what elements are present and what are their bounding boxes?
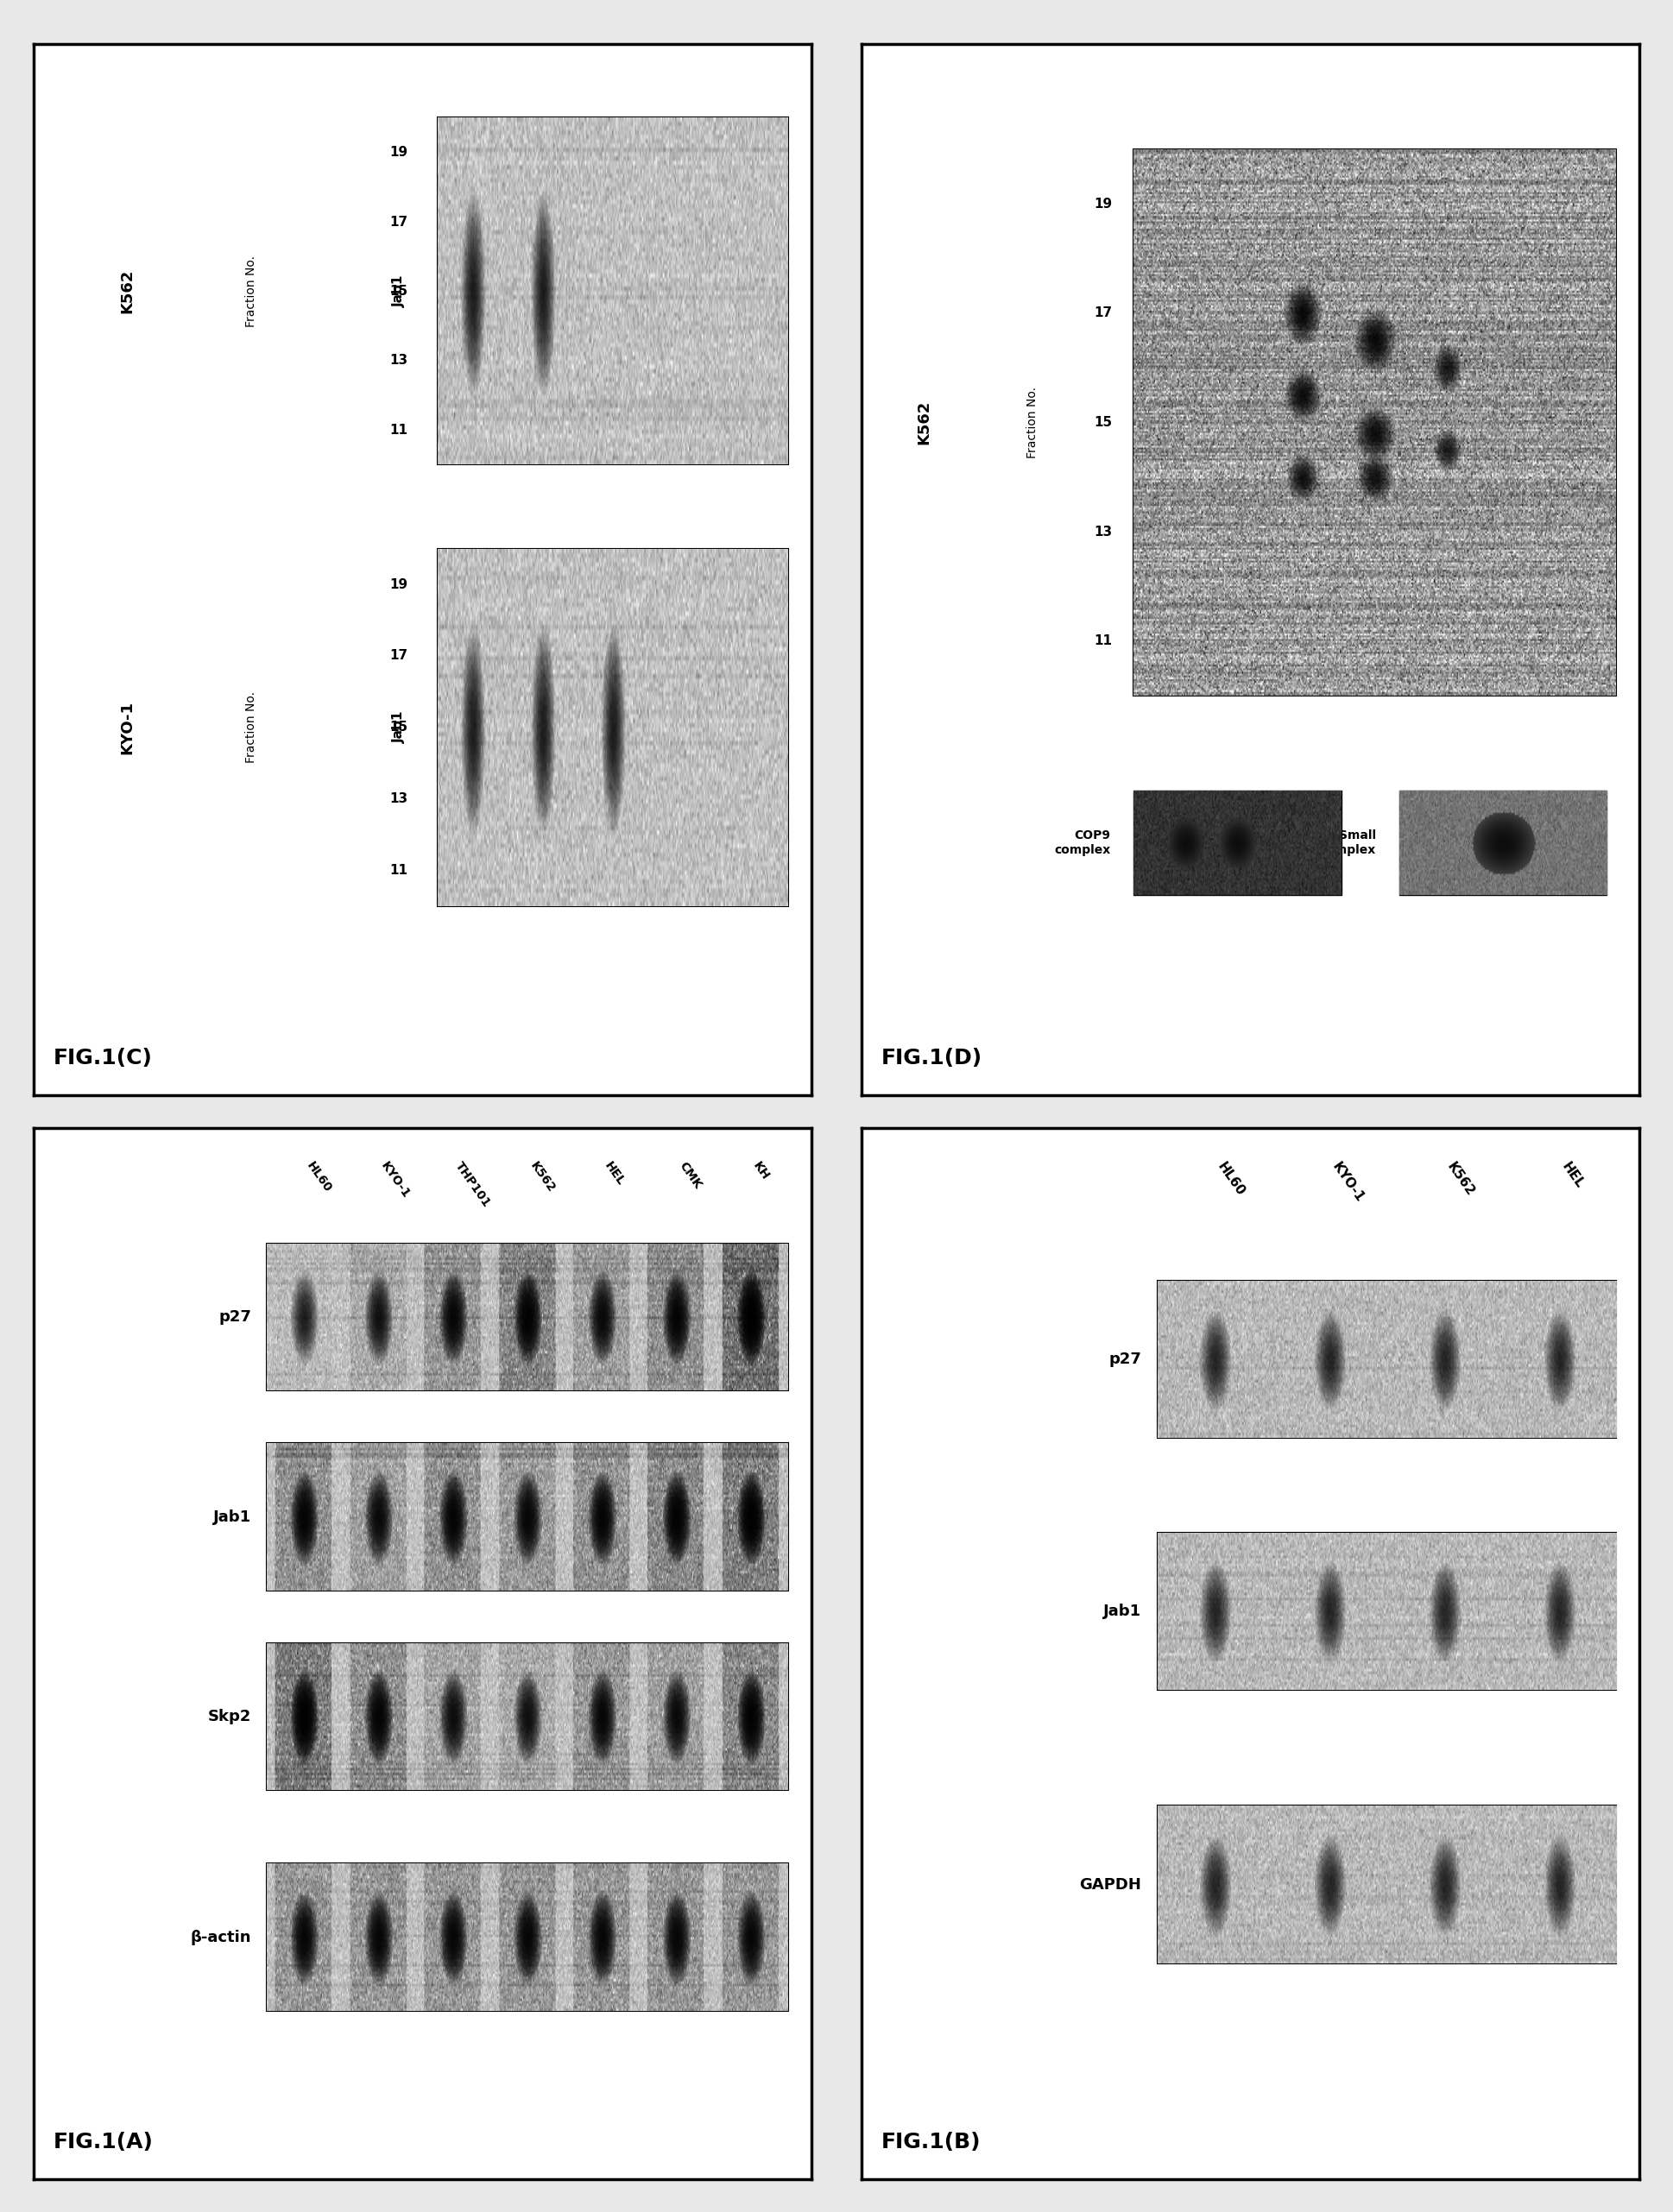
Text: Jab1: Jab1 — [393, 710, 405, 743]
Text: CMK: CMK — [676, 1159, 703, 1190]
Text: Fraction No.: Fraction No. — [246, 254, 258, 327]
Text: FIG.1(A): FIG.1(A) — [54, 2132, 152, 2152]
Text: 17: 17 — [1094, 307, 1113, 321]
Text: GAPDH: GAPDH — [1079, 1876, 1141, 1893]
Text: 13: 13 — [1094, 524, 1113, 538]
Text: 11: 11 — [390, 422, 408, 436]
Text: HL60: HL60 — [304, 1159, 333, 1194]
Text: KYO-1: KYO-1 — [119, 701, 134, 754]
Text: K562: K562 — [527, 1159, 557, 1194]
Text: KYO-1: KYO-1 — [378, 1159, 412, 1201]
Text: 13: 13 — [390, 792, 408, 805]
Text: Jab1: Jab1 — [212, 1509, 251, 1524]
Text: HEL: HEL — [602, 1159, 627, 1188]
Text: K562: K562 — [1444, 1159, 1476, 1199]
Text: 11: 11 — [390, 863, 408, 876]
Text: 11: 11 — [1094, 635, 1113, 648]
Text: KYO-1: KYO-1 — [1330, 1159, 1365, 1203]
Text: Skp2: Skp2 — [207, 1708, 251, 1725]
Text: 15: 15 — [390, 721, 408, 734]
Text: Jab1: Jab1 — [1104, 1604, 1141, 1619]
Text: 17: 17 — [390, 215, 408, 228]
Text: 15: 15 — [1094, 416, 1113, 429]
Text: FIG.1(D): FIG.1(D) — [882, 1048, 982, 1068]
Text: 15: 15 — [390, 285, 408, 299]
Text: KH: KH — [751, 1159, 771, 1183]
Text: p27: p27 — [219, 1310, 251, 1325]
Text: FIG.1(B): FIG.1(B) — [882, 2132, 980, 2152]
Text: K562: K562 — [119, 270, 134, 314]
Text: 19: 19 — [390, 577, 408, 591]
Text: Fraction No.: Fraction No. — [246, 692, 258, 763]
Text: HL60: HL60 — [1215, 1159, 1246, 1199]
Text: HEL: HEL — [1559, 1159, 1586, 1190]
Text: K562: K562 — [917, 400, 932, 445]
Text: Fraction No.: Fraction No. — [1027, 387, 1039, 458]
Text: 17: 17 — [390, 650, 408, 661]
Text: 19: 19 — [1094, 197, 1113, 210]
Text: Jab1: Jab1 — [393, 274, 405, 307]
Text: COP9
complex: COP9 complex — [1054, 830, 1111, 856]
Text: 13: 13 — [390, 354, 408, 367]
Text: p27: p27 — [1109, 1352, 1141, 1367]
Text: β-actin: β-actin — [191, 1929, 251, 1944]
Text: 19: 19 — [390, 146, 408, 159]
Text: Small
complex: Small complex — [1320, 830, 1375, 856]
Text: THP101: THP101 — [453, 1159, 494, 1210]
Text: FIG.1(C): FIG.1(C) — [54, 1048, 152, 1068]
